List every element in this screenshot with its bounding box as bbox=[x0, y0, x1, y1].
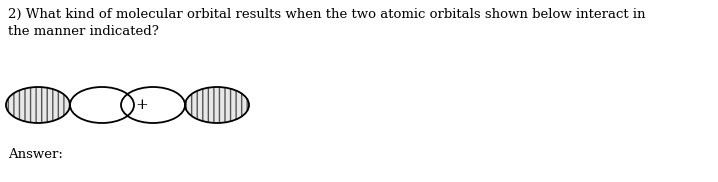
Ellipse shape bbox=[6, 87, 70, 123]
Ellipse shape bbox=[121, 87, 185, 123]
Text: Answer:: Answer: bbox=[8, 148, 63, 161]
Text: +: + bbox=[136, 98, 149, 112]
Ellipse shape bbox=[70, 87, 134, 123]
Ellipse shape bbox=[185, 87, 249, 123]
Text: 2) What kind of molecular orbital results when the two atomic orbitals shown bel: 2) What kind of molecular orbital result… bbox=[8, 8, 645, 38]
